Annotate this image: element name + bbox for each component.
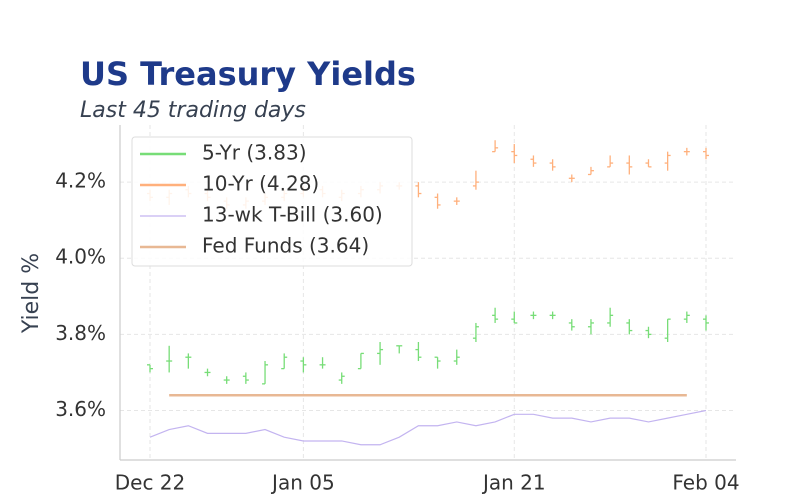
legend-label: Fed Funds (3.64): [202, 234, 369, 258]
legend: 5-Yr (3.83) 10-Yr (4.28) 13-wk T-Bill (3.6…: [131, 136, 413, 267]
chart-subtitle: Last 45 trading days: [80, 98, 306, 123]
y-tick-label: 4.0%: [55, 245, 106, 269]
line-series: [149, 409, 707, 446]
y-tick-label: 3.8%: [55, 321, 106, 345]
y-axis-label: Yield %: [19, 253, 44, 334]
chart-title: US Treasury Yields: [80, 55, 416, 93]
x-tick-label: Feb 04: [672, 471, 739, 495]
x-tick-label: Jan 21: [481, 471, 546, 495]
legend-label: 5-Yr (3.83): [202, 141, 307, 165]
grid: [120, 125, 736, 460]
x-tick-label: Jan 05: [270, 471, 335, 495]
y-tick-label: 3.6%: [55, 397, 106, 421]
legend-label: 13-wk T-Bill (3.60): [202, 203, 383, 227]
x-tick-label: Dec 22: [115, 471, 186, 495]
y-tick-label: 4.2%: [55, 169, 106, 193]
legend-label: 10-Yr (4.28): [202, 172, 319, 196]
legend-box: [131, 136, 413, 267]
